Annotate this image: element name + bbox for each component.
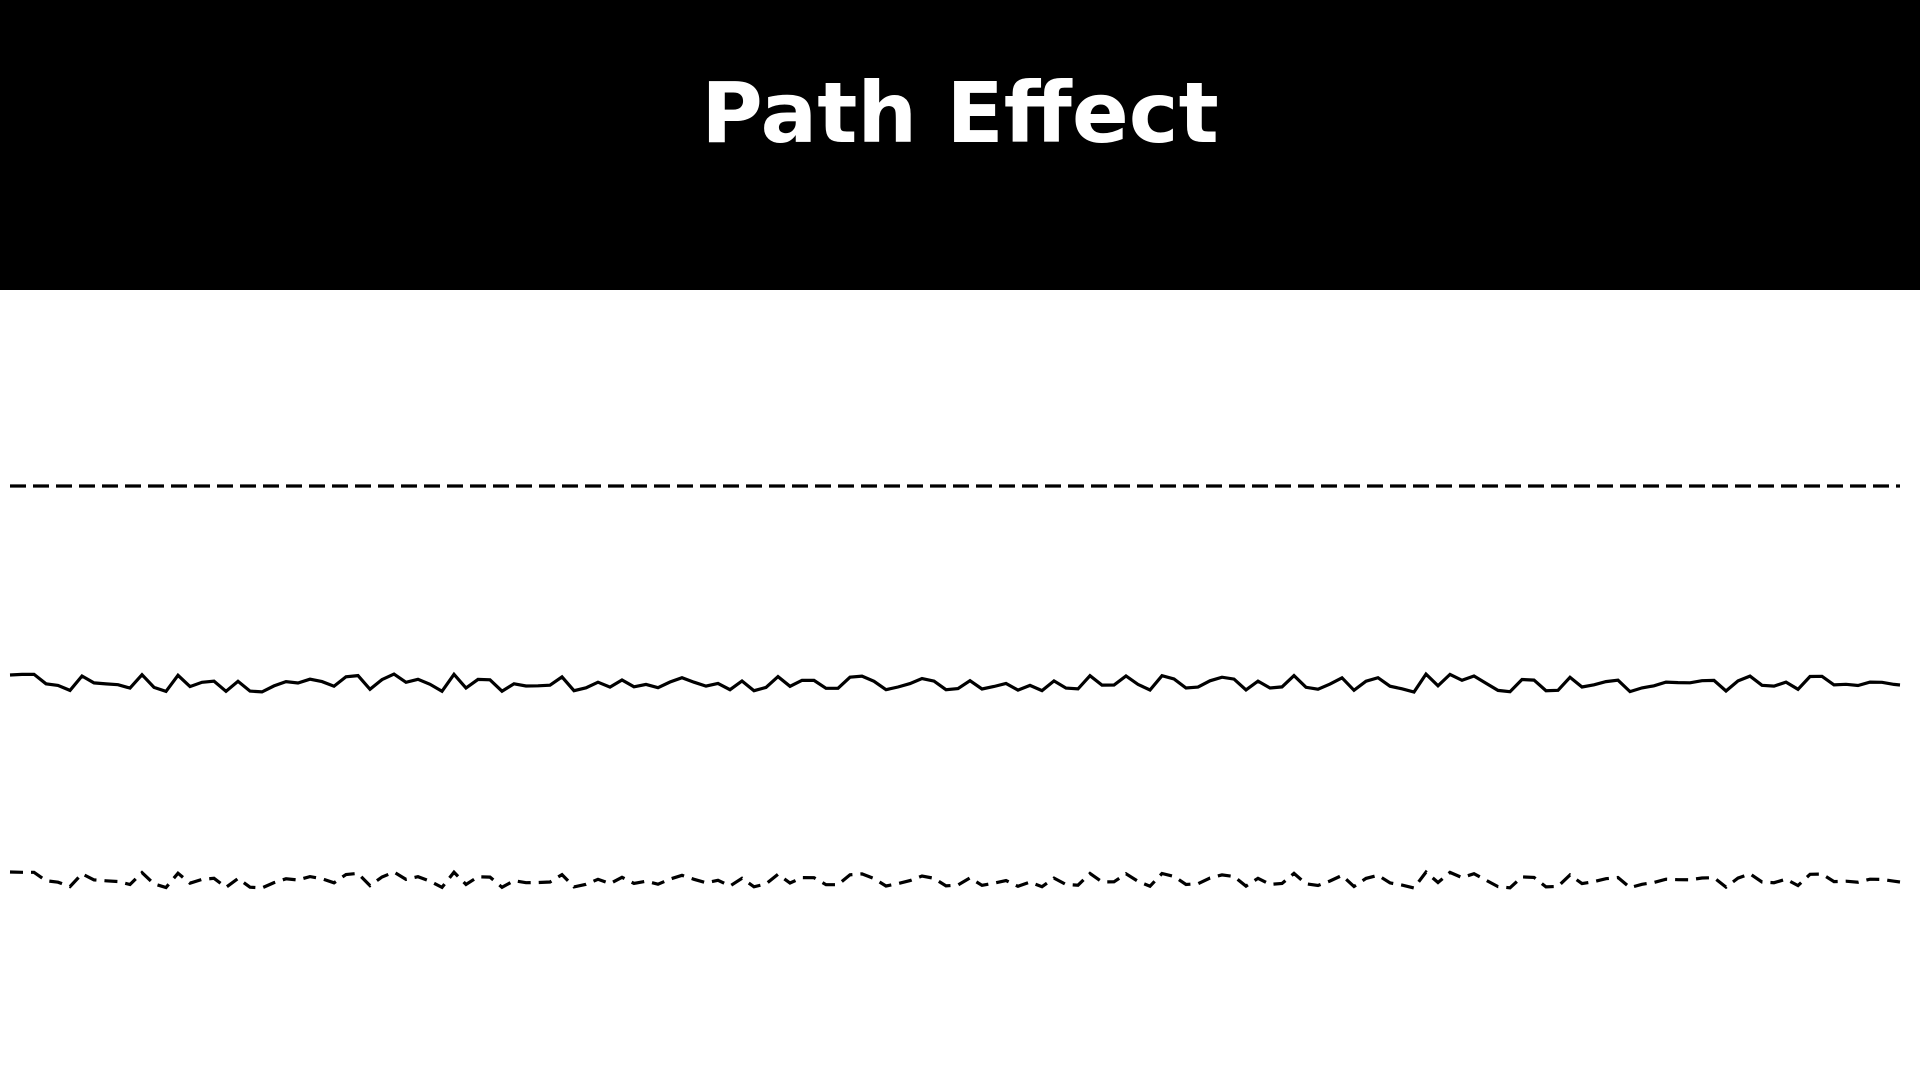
discrete-dashed-line	[9, 869, 1901, 890]
page-title: Path Effect	[701, 63, 1219, 162]
canvas-svg	[9, 484, 1901, 890]
app-bar: Path Effect	[0, 0, 1920, 290]
discrete-line	[9, 671, 1901, 694]
drawing-canvas	[0, 290, 1920, 1080]
